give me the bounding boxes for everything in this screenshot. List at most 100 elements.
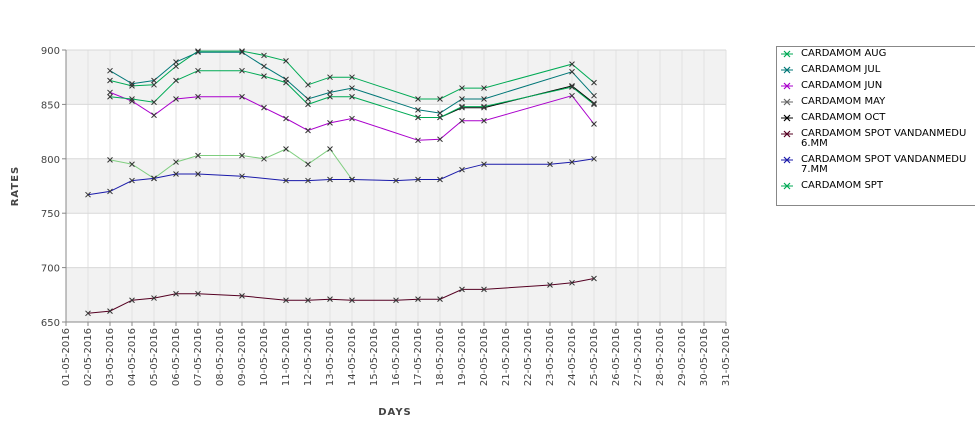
y-tick-label: 850: [41, 100, 60, 111]
data-point: [349, 74, 355, 81]
data-point: [569, 279, 575, 286]
series-0: [107, 48, 597, 102]
data-point: [569, 84, 575, 90]
data-point: [151, 175, 157, 182]
data-point: [107, 89, 113, 96]
x-tick-label: 08-05-2016: [215, 328, 226, 386]
data-point: [283, 115, 289, 122]
legend-label: CARDAMOM OCT: [801, 112, 886, 123]
legend-marker-icon: [777, 65, 801, 75]
x-tick-label: 03-05-2016: [105, 328, 116, 386]
data-point: [151, 77, 157, 84]
legend-marker-icon: [777, 129, 801, 139]
data-point: [327, 176, 333, 183]
data-point: [349, 85, 355, 91]
x-tick-label: 09-05-2016: [237, 328, 248, 386]
data-point: [151, 81, 157, 88]
data-point: [481, 161, 487, 168]
data-point: [107, 93, 113, 100]
x-tick-label: 27-05-2016: [633, 328, 644, 386]
data-point: [283, 297, 289, 304]
series-7: [107, 67, 597, 121]
data-point: [393, 297, 399, 304]
legend-item: CARDAMOM SPOT VANDANMEDU 6.MM: [777, 129, 975, 149]
data-point: [459, 104, 465, 111]
series-1: [107, 49, 597, 116]
data-point: [151, 295, 157, 301]
x-tick-label: 05-05-2016: [149, 328, 160, 386]
series-lines: [85, 48, 597, 317]
series-2: [107, 89, 597, 144]
data-point: [481, 103, 487, 110]
data-point: [261, 104, 267, 111]
x-tick-label: 16-05-2016: [391, 328, 402, 386]
data-point: [129, 96, 135, 102]
x-tick-label: 17-05-2016: [413, 328, 424, 386]
data-point: [481, 96, 487, 102]
data-point: [437, 176, 443, 183]
x-tick-label: 10-05-2016: [259, 328, 270, 386]
x-tick-label: 12-05-2016: [303, 328, 314, 386]
x-tick-label: 18-05-2016: [435, 328, 446, 386]
data-point: [283, 146, 289, 152]
data-point: [173, 59, 179, 65]
y-tick-label: 650: [41, 318, 60, 329]
x-tick-label: 26-05-2016: [611, 328, 622, 386]
legend-marker-icon: [777, 97, 801, 107]
x-tick-labels: 01-05-2016 02-05-2016 03-05-2016 04-05-2016…: [61, 322, 732, 386]
data-point: [129, 83, 135, 89]
x-tick-label: 02-05-2016: [83, 328, 94, 386]
data-point: [569, 159, 575, 165]
data-point: [591, 79, 597, 86]
data-point: [283, 58, 289, 64]
data-point: [591, 101, 597, 108]
data-point: [173, 63, 179, 70]
data-point: [547, 161, 553, 168]
data-point: [547, 282, 553, 288]
data-point: [239, 173, 245, 180]
data-point: [107, 188, 113, 195]
data-point: [305, 297, 311, 304]
legend: CARDAMOM AUG CARDAMOM JUL CARDAMOM JUN CARD…: [776, 46, 975, 206]
legend-label: CARDAMOM MAY: [801, 96, 886, 107]
data-point: [173, 171, 179, 177]
x-tick-label: 22-05-2016: [523, 328, 534, 386]
data-point: [591, 100, 597, 107]
legend-marker-icon: [777, 81, 801, 91]
legend-label: CARDAMOM SPOT VANDANMEDU 7.MM: [801, 154, 967, 175]
data-point: [327, 120, 333, 126]
data-point: [415, 114, 421, 121]
data-point: [481, 286, 487, 293]
data-point: [327, 146, 333, 152]
y-axis-title: RATES: [10, 166, 21, 207]
data-point: [261, 52, 267, 59]
data-point: [151, 99, 157, 106]
x-tick-label: 07-05-2016: [193, 328, 204, 386]
data-point: [195, 152, 201, 159]
data-point: [481, 117, 487, 124]
x-tick-label: 13-05-2016: [325, 328, 336, 386]
legend-item: CARDAMOM SPOT VANDANMEDU 7.MM: [777, 155, 975, 175]
legend-item: CARDAMOM OCT: [777, 113, 975, 123]
x-tick-label: 01-05-2016: [61, 328, 72, 386]
data-point: [151, 112, 157, 119]
data-point: [173, 159, 179, 165]
data-point: [591, 155, 597, 162]
data-point: [569, 61, 575, 67]
data-point: [195, 49, 201, 56]
data-point: [283, 177, 289, 184]
data-point: [591, 275, 597, 282]
data-point: [415, 106, 421, 113]
data-point: [239, 49, 245, 56]
data-point: [195, 93, 201, 100]
data-point: [327, 74, 333, 81]
data-point: [415, 96, 421, 102]
data-point: [239, 67, 245, 74]
x-tick-label: 28-05-2016: [655, 328, 666, 386]
legend-label: CARDAMOM SPT: [801, 180, 883, 191]
data-point: [459, 85, 465, 91]
data-point: [349, 93, 355, 100]
x-tick-label: 30-05-2016: [699, 328, 710, 386]
data-point: [129, 80, 135, 87]
data-point: [261, 73, 267, 79]
